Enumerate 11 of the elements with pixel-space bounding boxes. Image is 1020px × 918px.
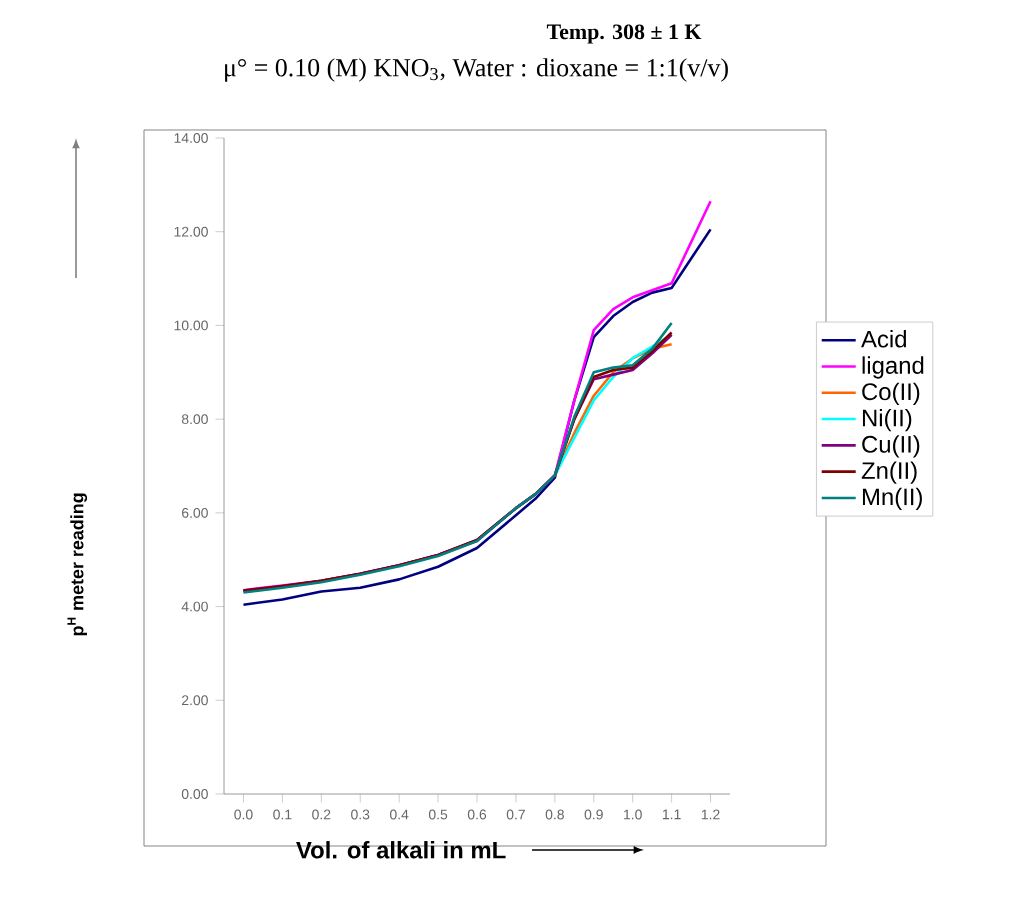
legend-label: Zn(II): [861, 461, 917, 484]
y-axis-title: p$^{H}$ meter reading: [67, 493, 88, 636]
x-axis-title: Vol. of alkali in mL: [296, 841, 506, 859]
legend-label: Acid: [861, 330, 906, 348]
legend-label: Co(II): [862, 382, 920, 405]
legend-label: Mn(II): [862, 487, 922, 511]
legend-label: Ni(II): [862, 408, 912, 432]
chart-title: Temp. 308 ± 1 K: [546, 24, 702, 44]
legend-label: ligand: [862, 356, 924, 379]
chart-subtitle: μ° = 0.10 (M) KNO$_{3}$, Water : dioxane = 1:1(v/v): [225, 58, 728, 82]
legend-label: Cu(II): [862, 435, 920, 458]
